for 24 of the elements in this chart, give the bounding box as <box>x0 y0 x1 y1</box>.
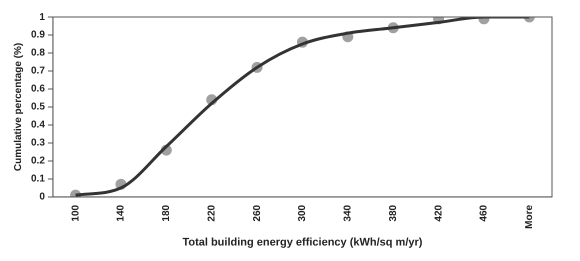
y-tick-label: 0.6 <box>30 84 46 95</box>
x-tick-label: 300 <box>297 204 308 222</box>
y-tick-label: 0.5 <box>30 102 46 113</box>
x-tick-label: 380 <box>388 204 399 222</box>
y-tick-label: 0.1 <box>30 174 46 185</box>
y-tick-label: 0.3 <box>30 138 46 149</box>
y-tick-label: 1 <box>39 12 46 23</box>
x-tick-label: More <box>524 204 536 229</box>
y-tick-label: 0.9 <box>30 30 46 41</box>
y-tick-label: 0.7 <box>30 66 46 77</box>
y-tick-label: 0.4 <box>30 120 46 131</box>
y-tick-label: 0 <box>39 192 46 203</box>
x-tick-label: 260 <box>252 204 263 222</box>
x-tick-label: 460 <box>478 204 490 222</box>
x-tick-label: 220 <box>206 204 218 222</box>
y-tick-label: 0.8 <box>30 48 46 59</box>
x-tick-label: 180 <box>161 204 172 222</box>
y-axis-title: Cumulative percentage (%) <box>12 42 24 172</box>
y-tick-label: 0.2 <box>30 156 46 167</box>
x-tick-label: 140 <box>116 204 127 222</box>
x-tick-label: 420 <box>433 204 444 222</box>
x-tick-label: 340 <box>342 204 354 222</box>
x-tick-label: 100 <box>70 204 82 222</box>
x-axis-title: Total building energy efficiency (kWh/sq m/yr) <box>182 236 423 248</box>
